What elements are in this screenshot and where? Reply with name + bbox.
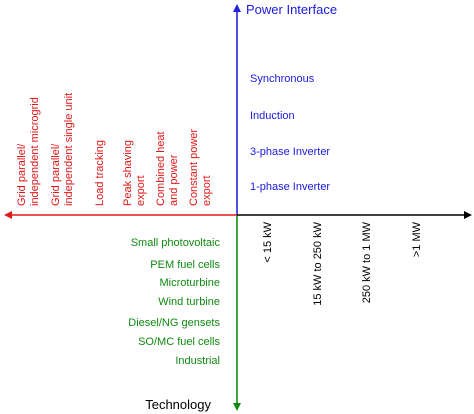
power-interface-item: 1-phase Inverter — [250, 181, 330, 193]
power-interface-item: 3-phase Inverter — [250, 146, 330, 158]
power-interface-item: Synchronous — [250, 73, 315, 85]
application-label: Grid parallel/ independent microgrid — [16, 97, 41, 206]
application-line: Peak shaving — [122, 140, 134, 206]
application-label: Load tracking — [94, 140, 106, 206]
application-label: Constant power export — [188, 126, 213, 206]
technology-item: Microturbine — [159, 277, 220, 289]
technology-item: Industrial — [175, 355, 220, 367]
power-interface-item: Induction — [250, 110, 295, 122]
application-line: Grid parallel/ — [50, 143, 62, 206]
application-line: export — [135, 175, 147, 206]
technology-item: PEM fuel cells — [150, 259, 220, 271]
application-label: Grid parallel/ independent single unit — [50, 93, 75, 206]
technology-item: Small photovoltaic — [131, 237, 221, 249]
axis-bottom-label: Technology — [145, 397, 211, 412]
application-label: Peak shaving export — [122, 137, 147, 206]
technology-item: SO/MC fuel cells — [138, 336, 220, 348]
application-line: export — [201, 175, 213, 206]
power-range-label: 250 kW to 1 MW — [361, 221, 373, 303]
application-line: Grid parallel/ — [16, 143, 28, 206]
technology-item: Wind turbine — [158, 296, 220, 308]
application-label: Combined heat and power — [155, 128, 180, 206]
power-range-label: >1 MW — [411, 221, 423, 257]
application-line: independent single unit — [63, 93, 75, 206]
application-line: and power — [168, 154, 180, 206]
power-range-label: < 15 kW — [262, 221, 274, 262]
technology-item: Diesel/NG gensets — [128, 317, 220, 329]
axis-top-label: Power Interface — [246, 2, 337, 17]
application-line: Constant power — [188, 129, 200, 206]
power-range-label: 15 kW to 250 kW — [312, 221, 324, 305]
application-line: independent microgrid — [29, 97, 41, 206]
application-line: Load tracking — [94, 140, 106, 206]
application-line: Combined heat — [155, 131, 167, 206]
